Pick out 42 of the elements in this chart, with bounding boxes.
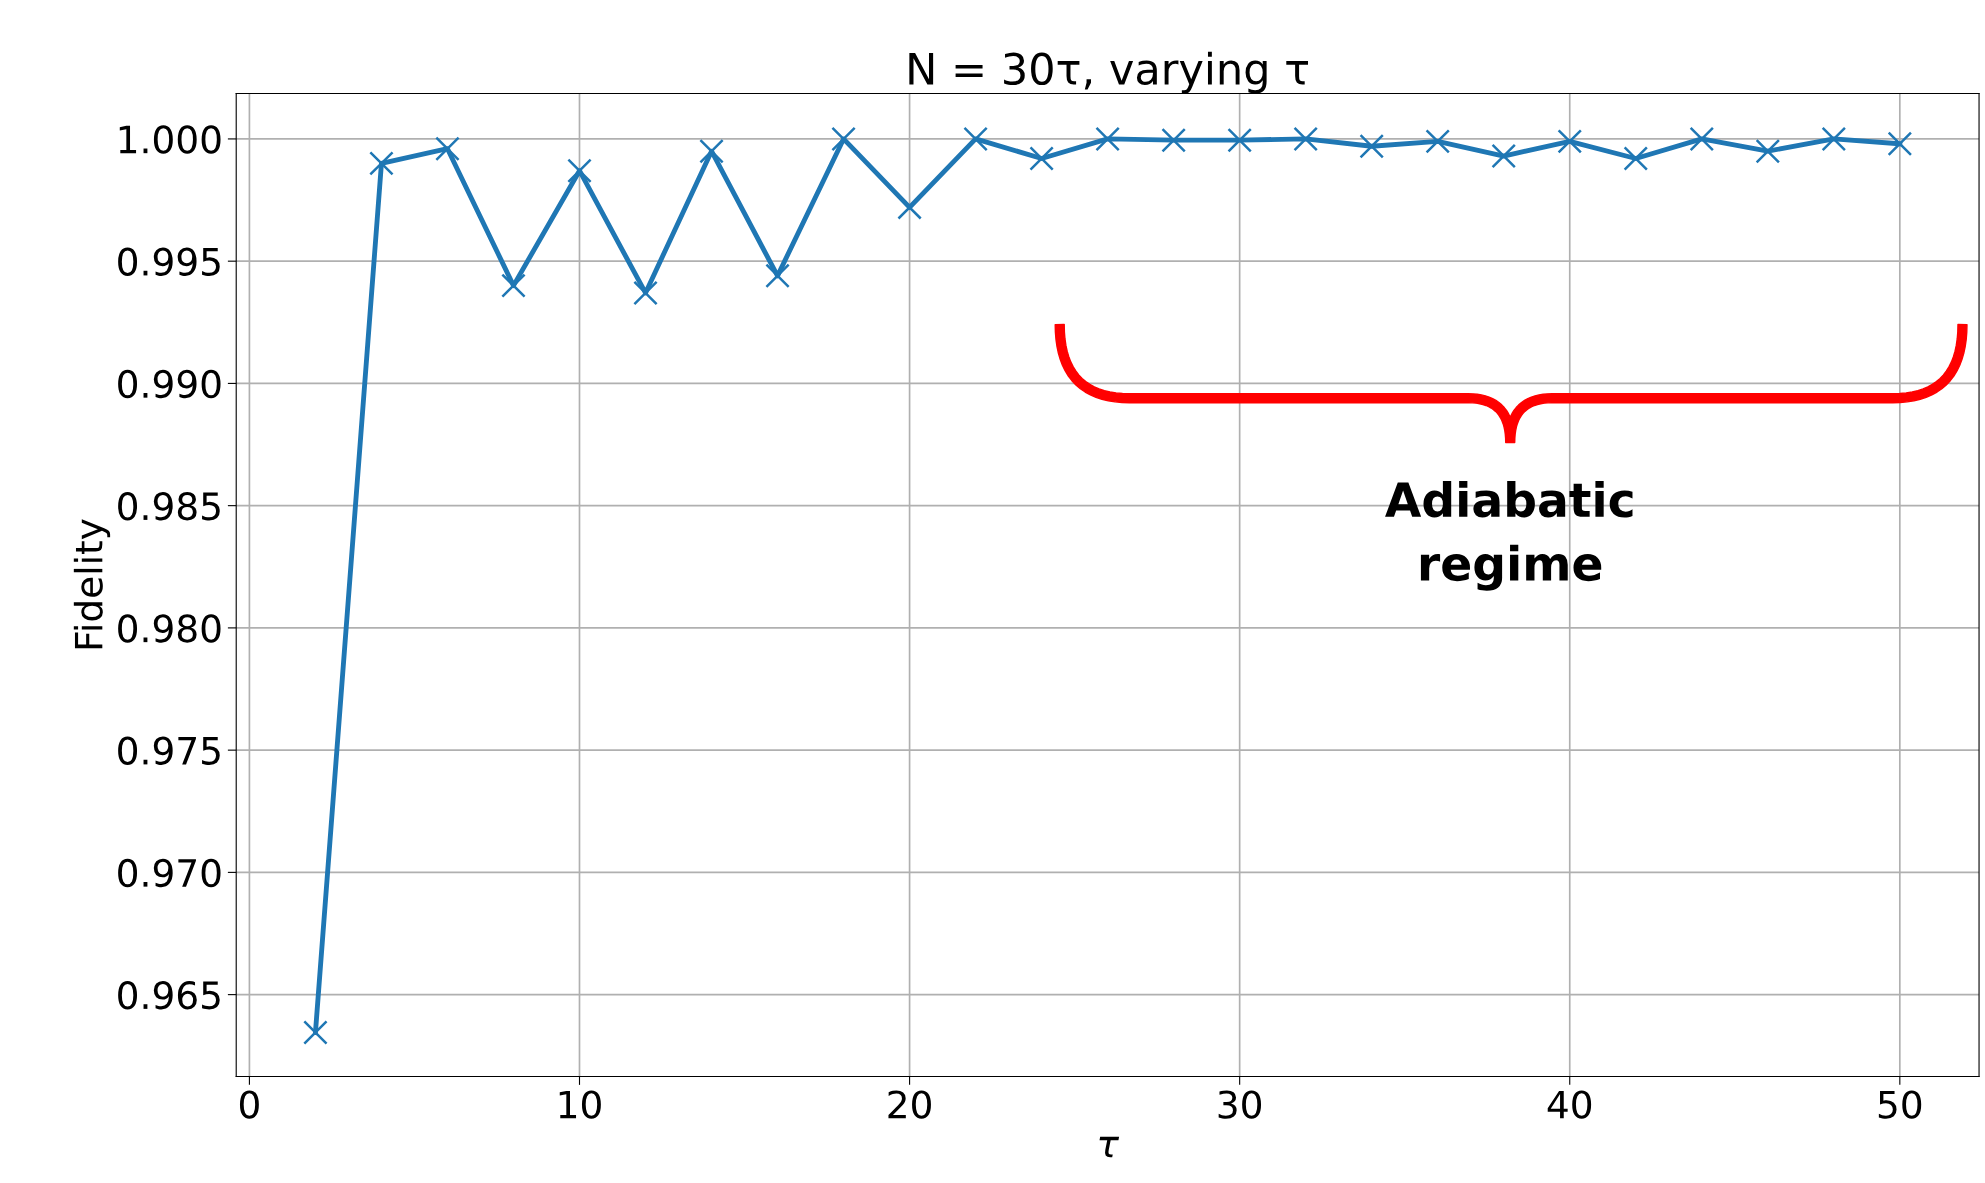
x-tick-label: 30 [1218, 1090, 1262, 1119]
point [1755, 138, 1781, 164]
y-axis-title: Fidelity [73, 519, 111, 649]
point [765, 263, 790, 289]
point [1227, 127, 1253, 153]
point [699, 138, 724, 164]
y-tick-label: 0.995 [118, 247, 220, 276]
point [1491, 143, 1517, 169]
point [1359, 133, 1385, 159]
point [1425, 129, 1451, 154]
point [501, 273, 526, 298]
point [435, 136, 460, 162]
point [1293, 126, 1319, 152]
y-tick-label: 0.980 [118, 614, 221, 643]
y-tick-label: 0.985 [118, 492, 220, 521]
point [1557, 129, 1583, 154]
x-tick-label: 50 [1878, 1090, 1922, 1119]
point [1821, 126, 1847, 152]
x-tick-label: 0 [239, 1090, 259, 1119]
point [963, 126, 988, 152]
x-tick-label: 40 [1547, 1090, 1592, 1119]
point [1161, 127, 1187, 153]
point [303, 1020, 328, 1045]
point [1623, 146, 1649, 171]
point [369, 151, 394, 176]
x-tick-label: 20 [888, 1090, 931, 1119]
y-tick-label: 0.965 [118, 981, 220, 1010]
point [1029, 146, 1054, 171]
point [1689, 126, 1715, 152]
point [633, 280, 658, 306]
x-tick-label: 10 [559, 1090, 601, 1119]
y-tick-label: 0.990 [118, 369, 221, 399]
point [567, 158, 592, 184]
y-tick-label: 0.975 [118, 736, 220, 765]
x-axis-title: τ [1099, 1136, 1120, 1158]
chart-title: N = 30τ, varying τ [909, 51, 1309, 94]
y-tick-label: 0.970 [118, 858, 221, 888]
point [1095, 126, 1120, 152]
annotation: Adiabatic regime [1385, 480, 1633, 591]
point [831, 126, 856, 152]
point [1887, 131, 1913, 157]
y-tick-label: 1.000 [119, 125, 221, 154]
